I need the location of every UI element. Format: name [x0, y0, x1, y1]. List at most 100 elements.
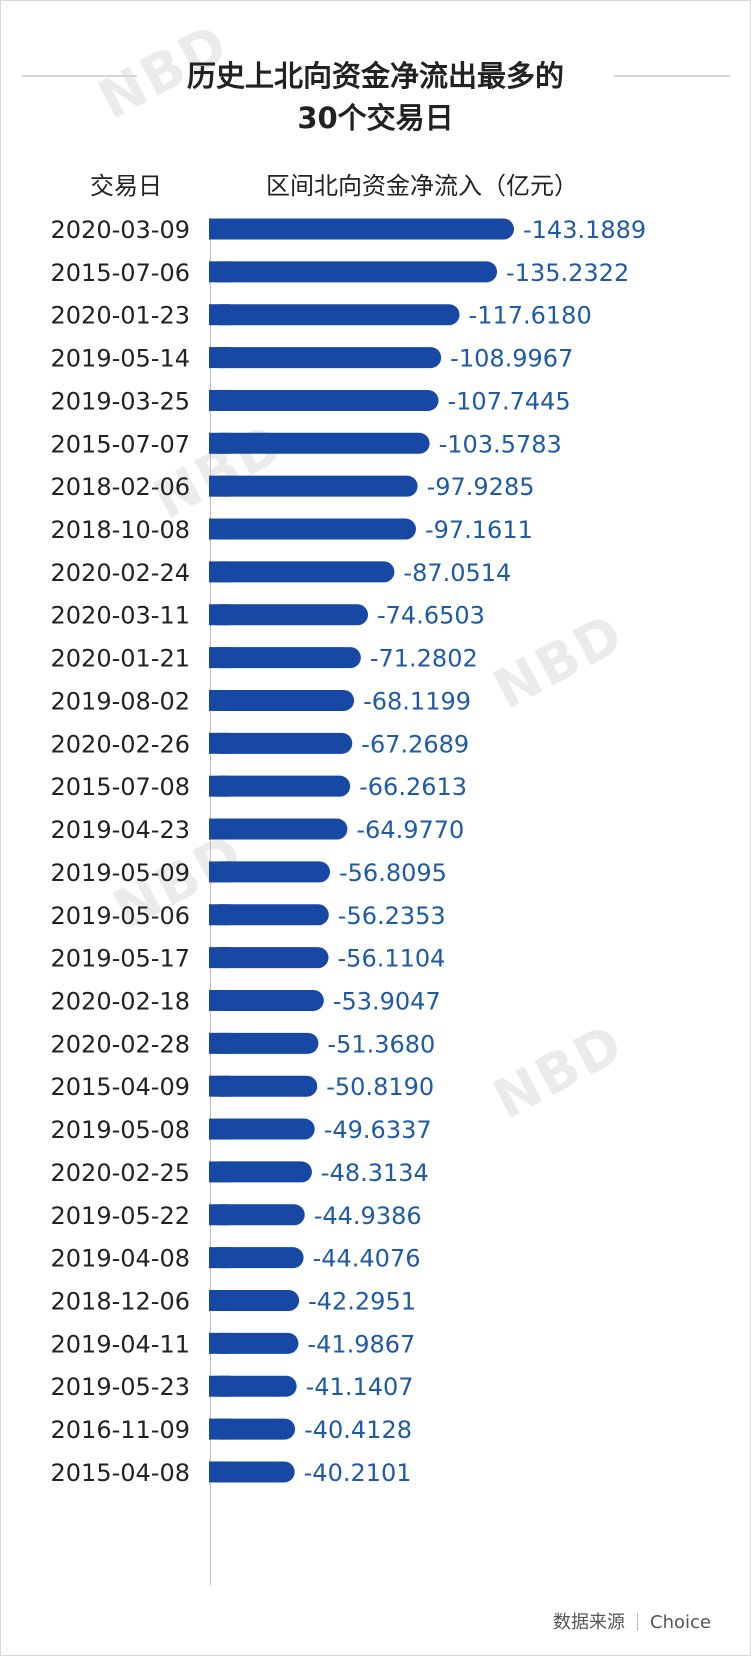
bar [209, 1290, 300, 1311]
value-label: -97.9285 [427, 473, 535, 501]
value-label: -135.2322 [506, 259, 629, 287]
bar-base [209, 1332, 230, 1354]
category-label: 2019-05-06 [51, 902, 190, 930]
category-label: 2015-04-08 [51, 1459, 190, 1487]
value-label: -56.1104 [338, 945, 446, 973]
bar [209, 561, 395, 583]
bar [209, 689, 355, 711]
bar-base [209, 1075, 230, 1097]
value-label: -44.4076 [313, 1245, 421, 1273]
bar [209, 1247, 304, 1269]
bar [209, 1032, 319, 1054]
value-label: -41.1407 [306, 1373, 414, 1401]
bar-base [209, 261, 230, 283]
bar-base [209, 1247, 230, 1269]
value-label: -48.3134 [321, 1159, 429, 1187]
bar [209, 389, 439, 411]
category-label: 2020-02-18 [51, 987, 190, 1015]
bar [209, 1118, 315, 1140]
title-rule-left [22, 75, 137, 77]
category-label: 2019-04-23 [51, 816, 190, 844]
bar-base [209, 604, 230, 626]
value-label: -87.0514 [403, 559, 511, 587]
value-label: -143.1889 [523, 216, 646, 244]
bar-base [209, 1032, 230, 1054]
source-label: 数据来源 [553, 1612, 626, 1633]
value-label: -50.8190 [326, 1073, 434, 1101]
bar-base [209, 1461, 230, 1483]
bar [209, 904, 329, 926]
category-label: 2015-04-09 [51, 1073, 190, 1101]
bar-base [209, 1204, 230, 1226]
bar-base [209, 989, 230, 1011]
bar-base [209, 689, 230, 711]
bar [209, 1161, 312, 1183]
bar-base [209, 947, 230, 969]
bar [209, 261, 498, 283]
bar-base [209, 1418, 230, 1440]
bar-base [209, 389, 230, 411]
bar-base [209, 904, 230, 926]
category-label: 2020-02-25 [51, 1159, 190, 1187]
bar [209, 732, 353, 754]
bar-base [209, 347, 230, 369]
bar-base [209, 518, 230, 540]
source-name: Choice [650, 1612, 711, 1633]
category-label: 2015-07-07 [51, 430, 190, 458]
value-label: -51.3680 [327, 1030, 435, 1058]
bar-base [209, 732, 230, 754]
category-label: 2020-02-26 [51, 730, 190, 758]
category-label: 2015-07-06 [51, 259, 190, 287]
value-label: -117.6180 [469, 302, 592, 330]
bar [209, 518, 416, 540]
bar [209, 218, 514, 240]
category-label: 2019-05-09 [51, 859, 190, 887]
category-label: 2019-05-23 [51, 1373, 190, 1401]
category-label: 2020-03-11 [51, 602, 190, 630]
date-column-header: 交易日 [90, 172, 162, 200]
value-label: -107.7445 [448, 387, 571, 415]
value-label: -53.9047 [333, 987, 441, 1015]
category-label: 2019-05-22 [51, 1202, 190, 1230]
bar [209, 1075, 318, 1097]
bar [209, 818, 348, 840]
bar-base [209, 218, 230, 240]
bar [209, 775, 351, 797]
bar [209, 1204, 305, 1226]
bar [209, 989, 324, 1011]
bar-base [209, 1118, 230, 1140]
value-label: -44.9386 [314, 1202, 422, 1230]
bar-base [209, 647, 230, 669]
value-column-header: 区间北向资金净流入（亿元） [266, 172, 578, 200]
bar-base [209, 861, 230, 883]
value-label: -68.1199 [363, 687, 471, 715]
category-label: 2019-03-25 [51, 387, 190, 415]
bar-base [209, 1290, 230, 1311]
category-label: 2016-11-09 [51, 1416, 190, 1444]
value-label: -40.4128 [304, 1416, 412, 1444]
category-label: 2018-12-06 [51, 1288, 190, 1316]
category-label: 2019-05-08 [51, 1116, 190, 1144]
bar-base [209, 561, 230, 583]
value-label: -66.2613 [359, 773, 467, 801]
value-label: -40.2101 [304, 1459, 412, 1487]
category-label: 2020-01-23 [51, 302, 190, 330]
bar [209, 475, 418, 497]
category-label: 2020-02-24 [51, 559, 190, 587]
bar [209, 432, 430, 454]
category-label: 2015-07-08 [51, 773, 190, 801]
bar [209, 861, 331, 883]
value-label: -71.2802 [370, 645, 478, 673]
category-label: 2019-04-08 [51, 1245, 190, 1273]
bar [209, 304, 460, 326]
bar [209, 604, 369, 626]
value-label: -41.9867 [307, 1330, 415, 1358]
bar [209, 1461, 295, 1483]
bar [209, 647, 361, 669]
bar-base [209, 775, 230, 797]
bar-base [209, 818, 230, 840]
bar-base [209, 304, 230, 326]
category-label: 2019-05-14 [51, 345, 190, 373]
value-label: -56.2353 [338, 902, 446, 930]
